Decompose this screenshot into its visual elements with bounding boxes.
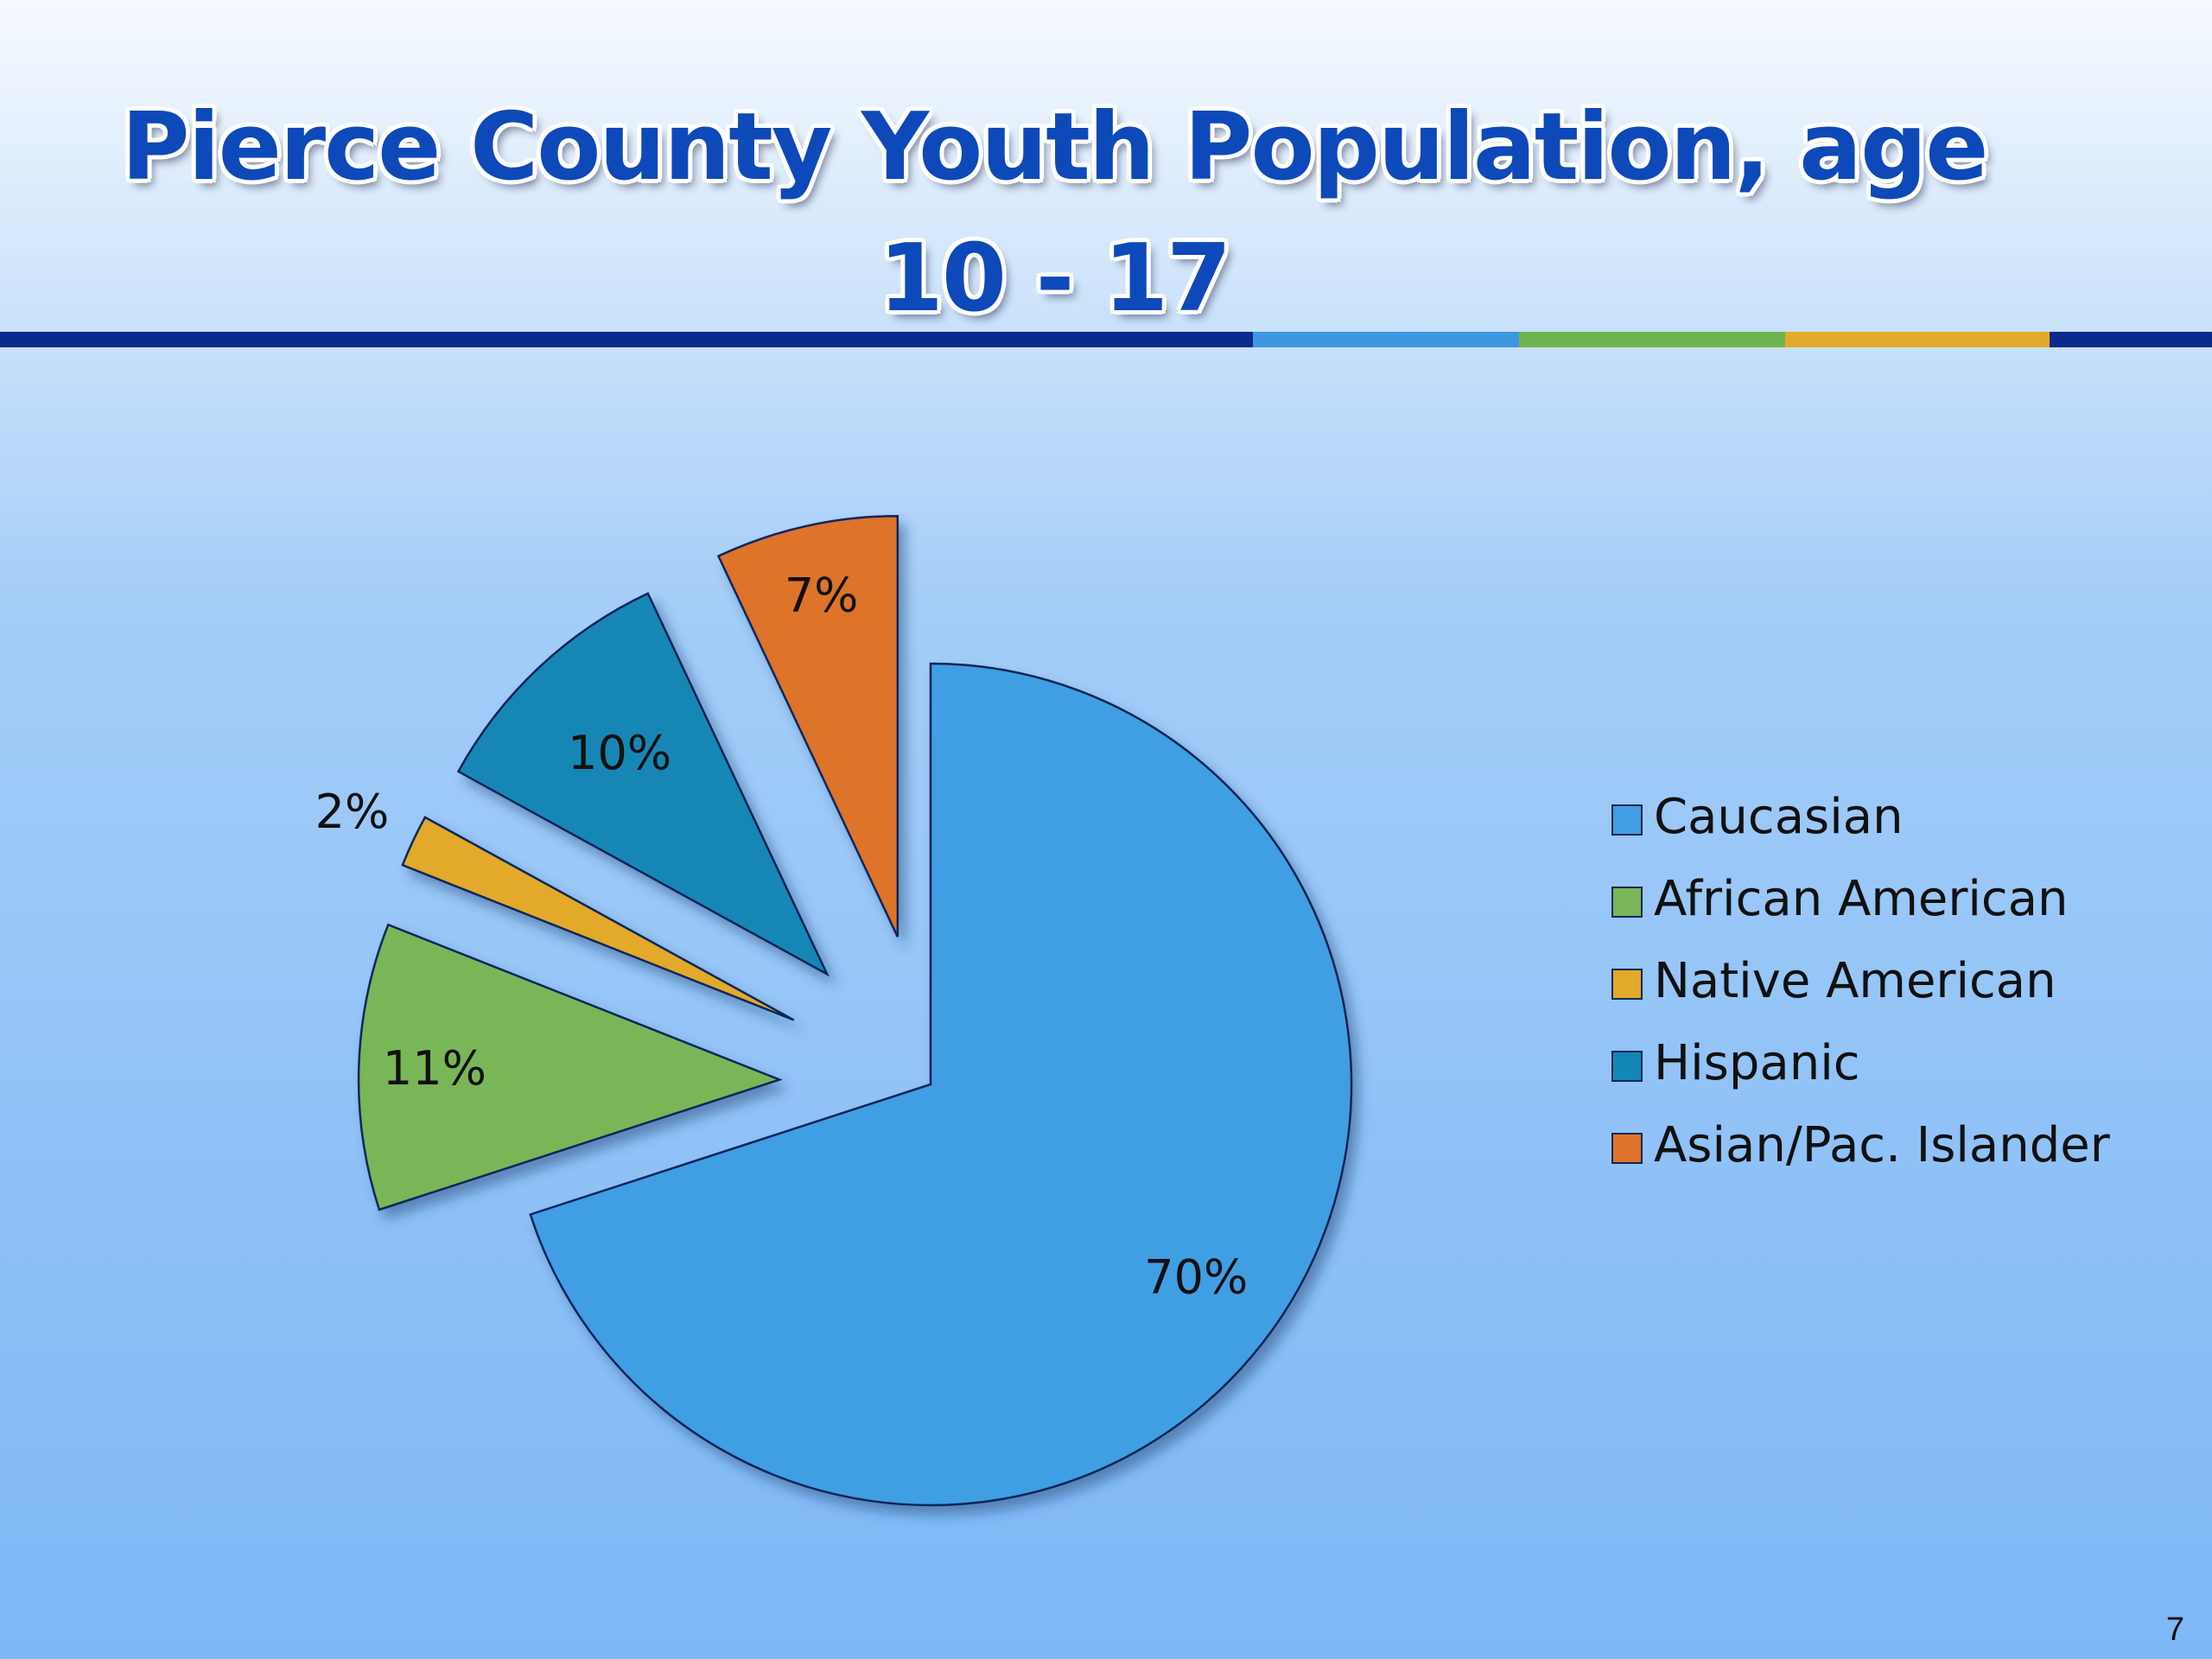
legend-label-african-american: African American xyxy=(1654,871,2069,927)
legend-item-caucasian: Caucasian xyxy=(1611,789,1904,845)
data-label-native-american: 2% xyxy=(315,785,390,839)
data-label-asian-pac-islander: 7% xyxy=(785,569,859,623)
rule-segment-dark-end xyxy=(2050,332,2212,347)
legend-label-asian-pac-islander: Asian/Pac. Islander xyxy=(1654,1117,2111,1173)
pie-slice-african-american xyxy=(357,923,783,1211)
legend-swatch-native-american xyxy=(1611,969,1643,1000)
data-label-african-american: 11% xyxy=(383,1041,486,1096)
chart-legend: Caucasian African American Native American… xyxy=(1611,789,2111,1173)
pie-slices xyxy=(357,514,1353,1507)
page-number: 7 xyxy=(2165,1611,2184,1648)
rule-segment-green xyxy=(1519,332,1785,347)
legend-swatch-asian-pac-islander xyxy=(1611,1133,1643,1164)
legend-item-native-american: Native American xyxy=(1611,953,2056,1009)
title-rule xyxy=(0,332,2212,347)
legend-swatch-african-american xyxy=(1611,887,1643,918)
legend-swatch-hispanic xyxy=(1611,1051,1643,1082)
pie-slice-hispanic xyxy=(456,592,830,977)
legend-label-caucasian: Caucasian xyxy=(1654,789,1904,845)
legend-label-hispanic: Hispanic xyxy=(1654,1035,1860,1091)
legend-item-asian-pac-islander: Asian/Pac. Islander xyxy=(1611,1117,2111,1173)
rule-segment-dark xyxy=(0,332,1253,347)
legend-label-native-american: Native American xyxy=(1654,953,2056,1009)
legend-swatch-caucasian xyxy=(1611,804,1643,836)
rule-segment-blue xyxy=(1253,332,1519,347)
pie-slice-caucasian xyxy=(529,662,1353,1507)
pie-slice-native-american xyxy=(401,816,795,1021)
slide-title: Pierce County Youth Population, age 10 -… xyxy=(121,93,1988,333)
data-label-hispanic: 10% xyxy=(568,726,671,780)
data-label-caucasian: 70% xyxy=(1144,1249,1248,1304)
title-container: Pierce County Youth Population, age 10 -… xyxy=(104,82,2005,345)
pie-slice-labels: 70% 11% 2% 10% 7% xyxy=(315,569,1249,1305)
rule-segment-gold xyxy=(1785,332,2050,347)
legend-item-african-american: African American xyxy=(1611,871,2069,927)
pie-slice-asian-pac-islander xyxy=(716,514,899,938)
legend-item-hispanic: Hispanic xyxy=(1611,1035,1860,1091)
